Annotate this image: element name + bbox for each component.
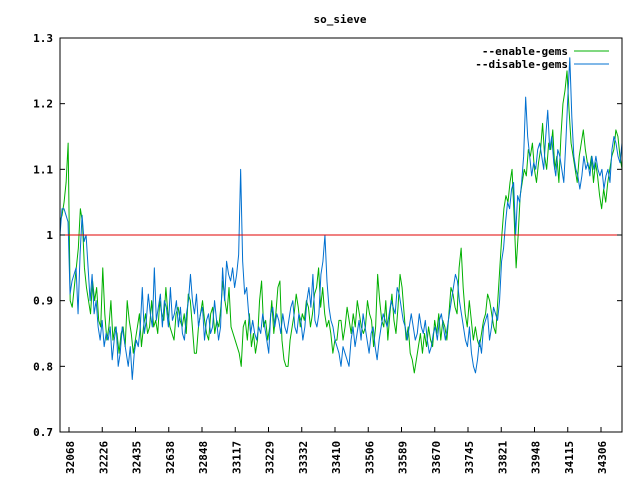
x-tick-label: 32638 <box>164 441 177 474</box>
x-tick-label: 33589 <box>397 441 410 474</box>
x-tick-label: 32226 <box>97 441 110 474</box>
y-tick-label: 0.8 <box>33 360 53 373</box>
series-enable-gems-line <box>59 70 623 374</box>
x-tick-label: 33670 <box>430 441 443 474</box>
y-tick-label: 1.1 <box>33 163 53 176</box>
x-tick-label: 32068 <box>64 441 77 474</box>
series-layer <box>59 57 623 380</box>
y-tick-label: 1.2 <box>33 98 53 111</box>
y-tick-label: 0.9 <box>33 295 53 308</box>
x-tick-label: 33332 <box>297 441 310 474</box>
y-tick-label: 1 <box>46 229 53 242</box>
chart-title: so_sieve <box>314 13 367 26</box>
x-tick-label: 33745 <box>463 441 476 474</box>
x-tick-label: 34115 <box>563 441 576 474</box>
x-tick-label: 33229 <box>264 441 277 474</box>
x-tick-label: 33948 <box>530 441 543 474</box>
x-tick-label: 33821 <box>496 441 509 474</box>
x-tick-label: 33117 <box>230 441 243 474</box>
legend-label: --disable-gems <box>475 58 568 71</box>
x-tick-label: 33410 <box>330 441 343 474</box>
legend: --enable-gems--disable-gems <box>475 45 609 71</box>
y-tick-label: 1.3 <box>33 32 53 45</box>
y-tick-label: 0.7 <box>33 426 53 439</box>
axis-layer: 0.7 0.8 0.9 1 1.1 1.2 1.3 32068 32226 32435 32638 3… <box>33 32 623 474</box>
series-disable-gems-line <box>59 57 623 380</box>
x-tick-label: 32435 <box>131 441 144 474</box>
x-tick-label: 34306 <box>596 441 609 474</box>
legend-label: --enable-gems <box>482 45 568 58</box>
x-tick-label: 32848 <box>197 441 210 474</box>
x-tick-label: 33506 <box>363 441 376 474</box>
